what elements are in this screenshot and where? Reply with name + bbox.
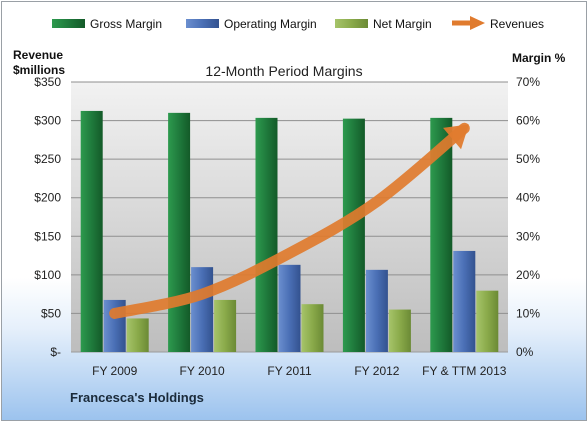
right-tick-label: 40% — [516, 191, 540, 205]
right-tick-label: 70% — [516, 75, 540, 89]
left-tick-label: $250 — [34, 152, 61, 166]
x-tick-label: FY 2009 — [92, 364, 137, 378]
x-tick-label: FY 2010 — [180, 364, 225, 378]
company-footnote: Francesca's Holdings — [70, 390, 204, 405]
legend-label-gross-margin: Gross Margin — [90, 17, 162, 31]
right-tick-label: 30% — [516, 229, 540, 243]
operating-margin-bar — [453, 250, 476, 352]
left-tick-label: $- — [50, 345, 61, 359]
operating-margin-bar — [191, 267, 214, 352]
gross-margin-bar — [80, 110, 103, 352]
left-axis-label-line1: Revenue — [13, 48, 63, 62]
axis-ticks: $- 0% $50 10% $100 20% $150 30% $200 40% $250 50% $3… — [34, 75, 540, 378]
chart-title: 12-Month Period Margins — [205, 63, 362, 79]
left-axis-label-line2: $millions — [13, 63, 65, 77]
legend-label-revenues: Revenues — [490, 17, 544, 31]
revenues-arrowhead — [443, 124, 469, 150]
x-tick-label: FY 2012 — [354, 364, 399, 378]
left-tick-label: $200 — [34, 191, 61, 205]
legend-swatch-revenues — [452, 16, 485, 30]
net-margin-bar — [476, 290, 499, 352]
left-tick-label: $300 — [34, 114, 61, 128]
left-tick-label: $50 — [41, 306, 61, 320]
gross-margin-bar — [430, 117, 453, 352]
right-tick-label: 10% — [516, 306, 540, 320]
net-margin-bar — [301, 304, 324, 352]
x-tick-label: FY 2011 — [267, 364, 312, 378]
left-tick-label: $350 — [34, 75, 61, 89]
legend-swatch-gross-margin — [52, 19, 85, 28]
legend-label-net-margin: Net Margin — [373, 17, 432, 31]
revenues-arrow-group — [109, 122, 470, 319]
left-tick-label: $150 — [34, 229, 61, 243]
legend-swatch-operating-margin — [186, 19, 219, 28]
right-tick-label: 50% — [516, 152, 540, 166]
right-tick-label: 0% — [516, 345, 534, 359]
x-tick-label: FY & TTM 2013 — [422, 364, 507, 378]
gross-margin-bar — [168, 112, 191, 352]
legend-label-operating-margin: Operating Margin — [224, 17, 317, 31]
operating-margin-bar — [365, 269, 388, 352]
revenues-line — [109, 122, 470, 319]
right-tick-label: 60% — [516, 114, 540, 128]
left-tick-label: $100 — [34, 268, 61, 282]
bars-group — [80, 110, 499, 353]
net-margin-bar — [126, 318, 149, 352]
right-tick-label: 20% — [516, 268, 540, 282]
right-axis-label: Margin % — [512, 51, 566, 65]
net-margin-bar — [214, 299, 237, 352]
net-margin-bar — [388, 309, 411, 352]
operating-margin-bar — [278, 264, 301, 352]
gross-margin-bar — [255, 117, 278, 352]
legend: Gross Margin Operating Margin Net Margin… — [52, 16, 544, 31]
legend-swatch-net-margin — [335, 19, 368, 28]
gross-margin-bar — [342, 118, 365, 353]
